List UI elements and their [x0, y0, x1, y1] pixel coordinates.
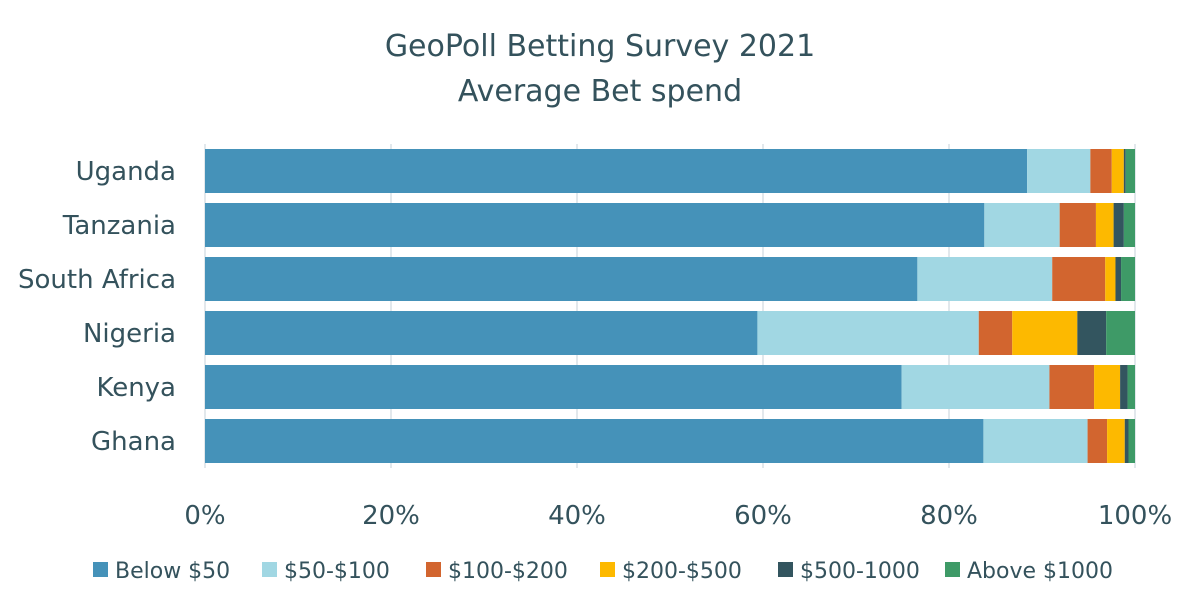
- bar-segment: [757, 311, 979, 355]
- bar-segment: [1027, 149, 1091, 193]
- legend-label: $50-$100: [284, 559, 390, 584]
- bar-segment: [1123, 203, 1135, 247]
- bar-segment: [1094, 365, 1121, 409]
- bar-segment: [917, 257, 1053, 301]
- legend-label: Below $50: [115, 559, 230, 584]
- legend-label: $500-1000: [800, 559, 920, 584]
- bar-segment: [1059, 203, 1096, 247]
- x-tick-label: 60%: [734, 501, 792, 531]
- x-tick-label: 40%: [548, 501, 606, 531]
- bar-segment: [984, 203, 1060, 247]
- bar-segment: [901, 365, 1050, 409]
- bar-segment: [1127, 365, 1135, 409]
- bar-segment: [983, 419, 1088, 463]
- bar-segment: [1052, 257, 1106, 301]
- bar-segment: [1049, 365, 1095, 409]
- legend-swatch: [778, 562, 793, 577]
- bar-segment: [1124, 419, 1129, 463]
- y-category-label: Ghana: [91, 427, 176, 457]
- x-tick-label: 80%: [920, 501, 978, 531]
- bar-segment: [1077, 311, 1107, 355]
- bar-segment: [205, 257, 918, 301]
- bar-segment: [1105, 257, 1116, 301]
- y-axis-labels: Uganda Tanzania South Africa Nigeria Kenya Gh…: [18, 157, 176, 457]
- bar-segment: [1125, 149, 1135, 193]
- y-category-label: Kenya: [96, 373, 176, 403]
- bar-segment: [205, 149, 1028, 193]
- bar-segment: [1106, 311, 1135, 355]
- bar-segment: [205, 365, 902, 409]
- bar-segment: [1120, 365, 1128, 409]
- legend-label: $200-$500: [622, 559, 742, 584]
- x-axis-labels: 0% 20% 40% 60% 80% 100%: [184, 501, 1172, 531]
- bar-segment: [205, 311, 758, 355]
- y-category-label: Uganda: [76, 157, 176, 187]
- bar-segment: [978, 311, 1013, 355]
- y-category-label: Nigeria: [83, 319, 176, 349]
- bar-segment: [1087, 419, 1108, 463]
- bar-segment: [1115, 257, 1122, 301]
- legend-label: Above $1000: [967, 559, 1113, 584]
- legend-label: $100-$200: [448, 559, 568, 584]
- legend-swatch: [945, 562, 960, 577]
- x-tick-label: 0%: [184, 501, 225, 531]
- bar-segment: [1121, 257, 1135, 301]
- bars: [205, 149, 1135, 463]
- legend-swatch: [426, 562, 441, 577]
- bar-segment: [1090, 149, 1112, 193]
- bar-segment: [1012, 311, 1078, 355]
- chart-title: GeoPoll Betting Survey 2021: [385, 29, 815, 64]
- legend-swatch: [600, 562, 615, 577]
- bar-segment: [1128, 419, 1135, 463]
- gridlines: [204, 144, 1136, 468]
- bar-segment: [1111, 149, 1124, 193]
- x-tick-label: 20%: [362, 501, 420, 531]
- legend: Below $50 $50-$100 $100-$200 $200-$500 $500-…: [93, 559, 1113, 584]
- bar-segment: [205, 419, 984, 463]
- y-category-label: Tanzania: [62, 211, 176, 241]
- bar-segment: [205, 203, 985, 247]
- x-tick-label: 100%: [1098, 501, 1172, 531]
- chart-subtitle: Average Bet spend: [458, 74, 742, 109]
- legend-swatch: [262, 562, 277, 577]
- y-category-label: South Africa: [18, 265, 176, 295]
- bar-segment: [1113, 203, 1124, 247]
- bar-segment: [1123, 149, 1126, 193]
- legend-swatch: [93, 562, 108, 577]
- bar-segment: [1107, 419, 1125, 463]
- bar-segment: [1095, 203, 1114, 247]
